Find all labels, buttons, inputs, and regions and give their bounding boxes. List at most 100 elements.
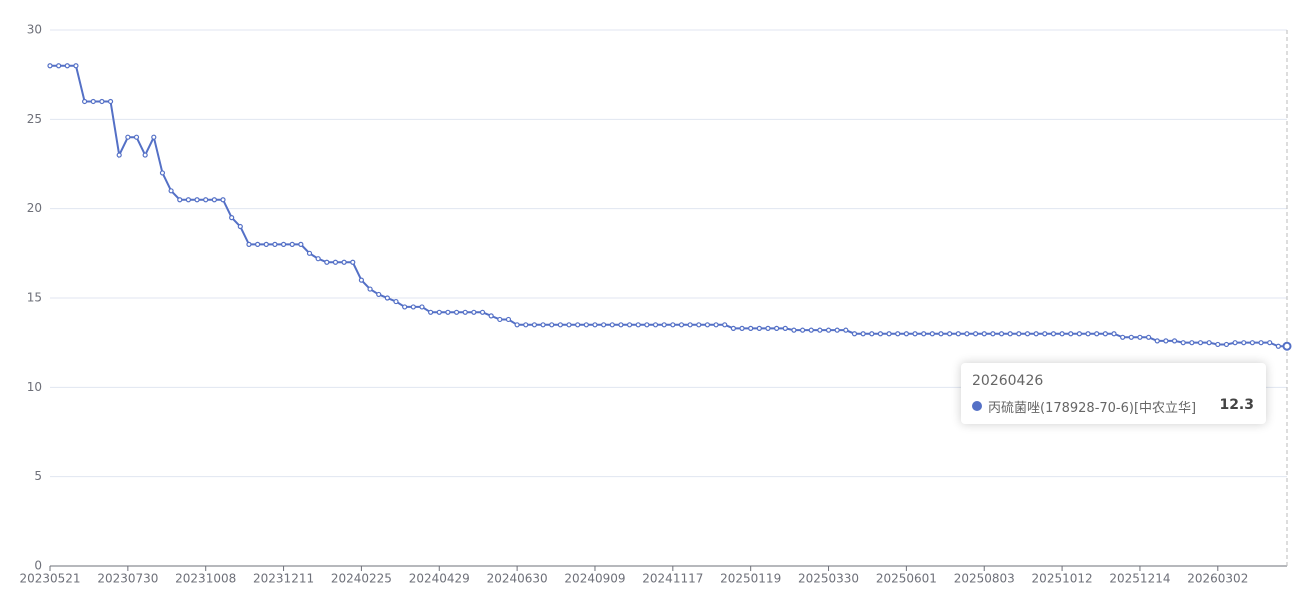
x-tick-label: 20250803: [954, 572, 1015, 586]
x-tick-label: 20230521: [19, 572, 80, 586]
point: [1085, 331, 1091, 337]
point: [635, 322, 641, 328]
line: [50, 64, 1287, 348]
tooltip-series: 丙硫菌唑(178928-70-6)[中农立华]: [988, 401, 1197, 416]
point: [332, 259, 339, 265]
point: [808, 327, 814, 333]
point: [142, 152, 148, 158]
point: [531, 322, 538, 328]
point: [1241, 340, 1247, 346]
point: [1024, 331, 1031, 337]
point: [497, 316, 503, 323]
point: [748, 325, 754, 331]
point: [687, 322, 693, 328]
point: [592, 322, 598, 328]
point: [1042, 331, 1048, 337]
y-tick-label: 10: [27, 380, 42, 394]
point: [1258, 340, 1264, 346]
point: [626, 322, 633, 328]
point: [990, 331, 996, 337]
point: [540, 322, 546, 328]
point: [185, 197, 192, 203]
point: [419, 304, 425, 310]
tooltip-marker: [972, 401, 982, 411]
point: [1171, 338, 1178, 344]
point: [168, 188, 174, 194]
point: [1249, 340, 1255, 346]
point: [895, 331, 901, 337]
point: [90, 98, 96, 105]
point: [929, 331, 935, 337]
point: [583, 322, 589, 328]
point: [782, 325, 788, 331]
point: [713, 322, 719, 328]
point: [1050, 331, 1057, 337]
point: [1111, 331, 1117, 337]
point: [618, 322, 624, 328]
x-tick-label: 20231008: [175, 572, 236, 586]
point: [921, 331, 927, 337]
y-tick-label: 30: [27, 23, 42, 37]
point: [211, 197, 217, 203]
point: [350, 259, 356, 265]
point: [566, 322, 572, 328]
point: [428, 309, 434, 315]
point: [575, 322, 581, 328]
point: [445, 309, 451, 315]
point: [151, 134, 157, 140]
tooltip-value: 12.3: [1219, 397, 1254, 413]
point: [107, 98, 114, 105]
point: [99, 98, 105, 105]
point: [1275, 343, 1281, 349]
point: [133, 134, 140, 140]
point: [964, 331, 970, 337]
point: [1180, 340, 1186, 346]
point: [661, 322, 667, 328]
point: [817, 327, 823, 333]
point: [739, 325, 745, 331]
x-tick-label: 20250601: [876, 572, 937, 586]
point: [298, 241, 304, 247]
point: [1145, 334, 1152, 340]
point: [479, 309, 486, 315]
y-tick-label: 20: [27, 201, 42, 215]
point: [1059, 331, 1065, 337]
point: [1016, 331, 1022, 337]
point: [523, 322, 529, 328]
tooltip-date: 20260426: [972, 373, 1044, 389]
point: [704, 322, 711, 328]
point: [981, 331, 987, 337]
point: [756, 325, 762, 331]
point: [255, 241, 261, 247]
point: [998, 331, 1005, 337]
point: [1102, 331, 1108, 337]
point: [1094, 331, 1100, 337]
point: [834, 327, 840, 333]
point: [306, 250, 313, 256]
point: [358, 277, 365, 283]
point: [229, 215, 235, 221]
point: [869, 331, 875, 337]
x-tick-label: 20230730: [97, 572, 158, 586]
point: [488, 313, 494, 319]
point: [402, 304, 408, 310]
point: [1282, 341, 1292, 351]
point: [825, 327, 832, 333]
tooltip: 20260426 丙硫菌唑(178928-70-6)[中农立华] 12.3: [961, 363, 1266, 424]
point: [912, 331, 918, 337]
x-tick-label: 20251012: [1032, 572, 1093, 586]
x-tick-label: 20241117: [642, 572, 703, 586]
point: [1215, 341, 1221, 348]
point: [272, 241, 278, 247]
x-tick-label: 20240225: [331, 572, 392, 586]
point: [453, 309, 460, 315]
point: [1206, 340, 1212, 346]
point: [670, 322, 676, 328]
point: [1128, 334, 1134, 340]
point: [1068, 331, 1074, 337]
point: [722, 322, 728, 328]
x-tick-label: 20251214: [1109, 572, 1170, 586]
x-tick-label: 20231211: [253, 572, 314, 586]
